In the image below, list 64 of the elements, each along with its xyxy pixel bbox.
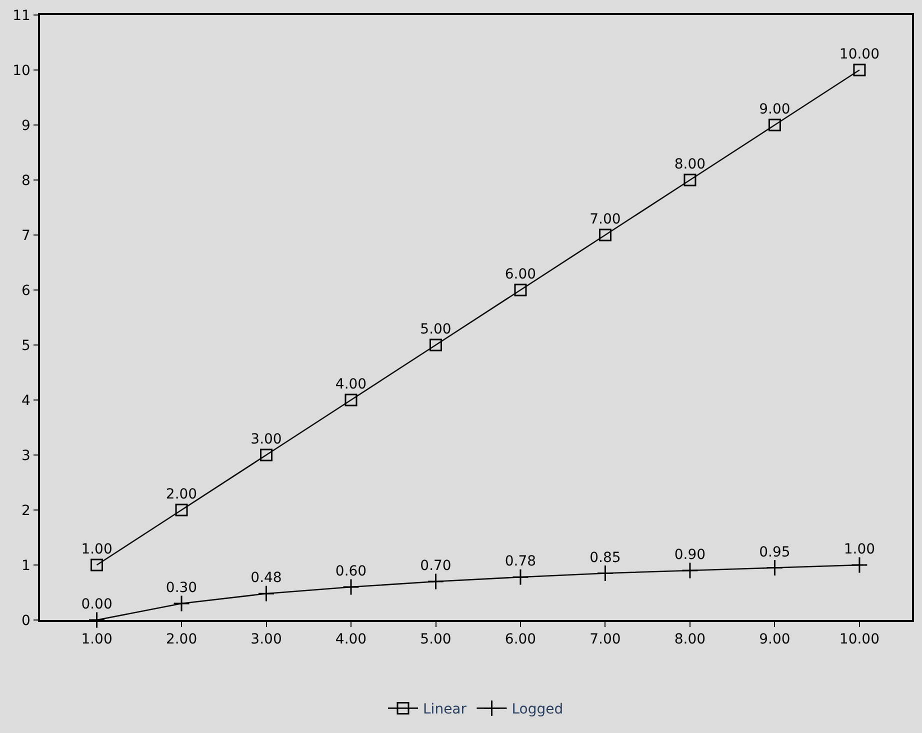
x-tick-label: 3.00 xyxy=(250,632,282,648)
y-tick-label: 10 xyxy=(12,62,30,79)
y-tick-label: 5 xyxy=(22,338,30,354)
data-label: 0.95 xyxy=(759,544,790,560)
x-tick-label: 4.00 xyxy=(335,632,367,648)
data-label: 0.78 xyxy=(504,554,536,570)
data-label: 5.00 xyxy=(420,322,452,338)
point xyxy=(90,558,104,572)
y-tick-label: 6 xyxy=(22,282,31,299)
point xyxy=(684,174,696,186)
x-tick-label: 7.00 xyxy=(590,632,621,648)
legend-label: Logged xyxy=(512,702,564,718)
y-tick-label: 8 xyxy=(22,172,30,189)
x-tick-label: 9.00 xyxy=(759,632,790,648)
x-tick-label: 5.00 xyxy=(420,632,452,648)
point xyxy=(258,585,275,602)
data-label: 2.00 xyxy=(166,486,198,503)
data-label: 0.48 xyxy=(250,570,282,586)
data-label: 8.00 xyxy=(674,156,706,173)
legend-label: Linear xyxy=(423,702,467,718)
y-tick-label: 1 xyxy=(22,558,30,574)
point xyxy=(427,573,444,590)
point xyxy=(853,64,866,76)
point xyxy=(598,228,612,242)
y-tick-label: 0 xyxy=(22,612,30,629)
data-label: 0.60 xyxy=(335,564,367,580)
data-label: 0.70 xyxy=(420,558,452,574)
point xyxy=(682,562,698,579)
x-tick-label: 1.00 xyxy=(81,632,112,648)
point xyxy=(766,559,784,576)
point xyxy=(768,118,781,132)
x-tick-label: 2.00 xyxy=(166,632,198,648)
x-tick-label: 10.00 xyxy=(839,632,880,648)
point xyxy=(596,564,614,582)
data-label: 10.00 xyxy=(839,46,880,63)
data-label: 0.85 xyxy=(590,550,621,566)
y-tick-label: 2 xyxy=(22,502,30,519)
x-tick-label: 6.00 xyxy=(504,632,536,648)
data-label: 0.90 xyxy=(674,547,706,564)
data-label: 1.00 xyxy=(844,542,876,558)
point xyxy=(260,448,273,462)
point xyxy=(342,578,360,596)
point xyxy=(175,504,188,516)
point xyxy=(88,612,106,628)
data-label: 1.00 xyxy=(81,542,112,558)
data-label: 4.00 xyxy=(335,376,367,393)
data-label: 6.00 xyxy=(504,266,536,283)
point xyxy=(173,595,190,612)
y-tick-label: 9 xyxy=(22,118,30,134)
x-tick-label: 8.00 xyxy=(674,632,706,648)
y-tick-label: 3 xyxy=(22,448,30,464)
y-tick-label: 11 xyxy=(12,8,30,24)
point xyxy=(514,284,527,296)
data-label: 0.30 xyxy=(166,580,198,596)
y-tick-label: 4 xyxy=(22,392,31,409)
point xyxy=(344,394,358,406)
point xyxy=(430,338,442,352)
data-label: 0.00 xyxy=(81,596,112,613)
data-label: 9.00 xyxy=(759,102,790,118)
point xyxy=(512,568,529,586)
data-label: 3.00 xyxy=(250,432,282,448)
point xyxy=(851,556,868,574)
data-label: 7.00 xyxy=(590,212,621,228)
y-tick-label: 7 xyxy=(22,228,30,244)
